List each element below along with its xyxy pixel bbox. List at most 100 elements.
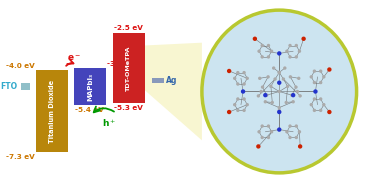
Point [276,109,282,112]
Text: -3.9 eV: -3.9 eV [107,61,136,67]
Point [289,94,295,97]
Point [294,90,301,93]
Point [296,77,302,80]
Point [280,78,287,81]
Point [262,100,268,103]
Point [293,44,299,47]
Point [285,85,291,88]
Point [257,77,263,80]
Point [311,81,318,84]
Point [293,136,299,139]
Point [244,103,250,106]
Point [284,130,290,133]
Point [240,90,246,93]
Point [268,85,274,88]
Point [259,55,265,58]
Ellipse shape [202,10,356,173]
Point [318,109,324,112]
Point [241,71,247,74]
Point [321,103,327,106]
Point [265,136,271,139]
Point [256,94,262,97]
Point [287,136,293,139]
Point [276,71,282,74]
Point [293,86,299,89]
Point [276,90,282,93]
Text: -5.3 eV: -5.3 eV [114,105,143,111]
Point [321,75,327,78]
Point [232,103,238,106]
Polygon shape [145,43,202,140]
Text: FTO: FTO [0,82,17,91]
Point [271,67,277,70]
Point [226,70,232,72]
Point [241,98,247,100]
Point [269,50,275,53]
Point [297,145,303,148]
Point [311,70,318,73]
Point [293,125,299,128]
Point [269,101,275,104]
Text: -5.4 eV: -5.4 eV [75,107,104,113]
Point [287,125,293,128]
Point [259,44,265,47]
Point [269,130,275,133]
Point [311,98,318,100]
Point [283,101,289,104]
Point [308,75,314,78]
Text: -7.3 eV: -7.3 eV [6,154,35,160]
Point [265,44,271,47]
Point [284,50,290,53]
Text: MAPbI₃: MAPbI₃ [87,72,93,101]
Point [252,37,258,40]
Point [287,44,293,47]
Text: TDT-OMeTPA: TDT-OMeTPA [126,45,131,91]
Point [301,37,307,40]
Point [276,128,282,131]
Point [244,77,250,80]
Point [318,70,324,73]
Point [226,111,232,113]
Point [256,50,262,53]
Text: Titanium Dioxide: Titanium Dioxide [49,80,55,143]
Point [256,145,262,148]
Point [276,111,282,113]
Point [241,83,247,85]
Bar [113,33,145,103]
Text: -4.0 eV: -4.0 eV [6,63,35,69]
Point [313,90,319,93]
Point [235,83,241,85]
Point [296,50,302,53]
Point [258,90,264,93]
Point [262,94,268,97]
Point [276,106,282,109]
Point [235,98,241,100]
Bar [74,68,106,105]
Point [259,125,265,128]
Point [287,55,293,58]
Point [287,75,293,78]
Point [296,130,302,133]
Point [308,103,314,106]
Text: h$^+$: h$^+$ [102,117,117,129]
Point [235,109,241,112]
Point [326,68,332,71]
Point [276,71,282,74]
Text: e$^-$: e$^-$ [67,53,81,63]
Point [318,81,324,84]
Point [265,55,271,58]
Point [232,77,238,80]
Point [256,130,262,133]
Point [276,81,282,84]
Point [276,52,282,55]
Point [272,78,278,81]
Point [290,94,296,97]
Point [326,111,332,113]
Point [318,98,324,100]
Point [297,94,303,97]
Point [290,100,296,103]
Bar [152,78,164,83]
Bar [19,83,29,90]
Point [293,55,299,58]
Point [241,109,247,112]
